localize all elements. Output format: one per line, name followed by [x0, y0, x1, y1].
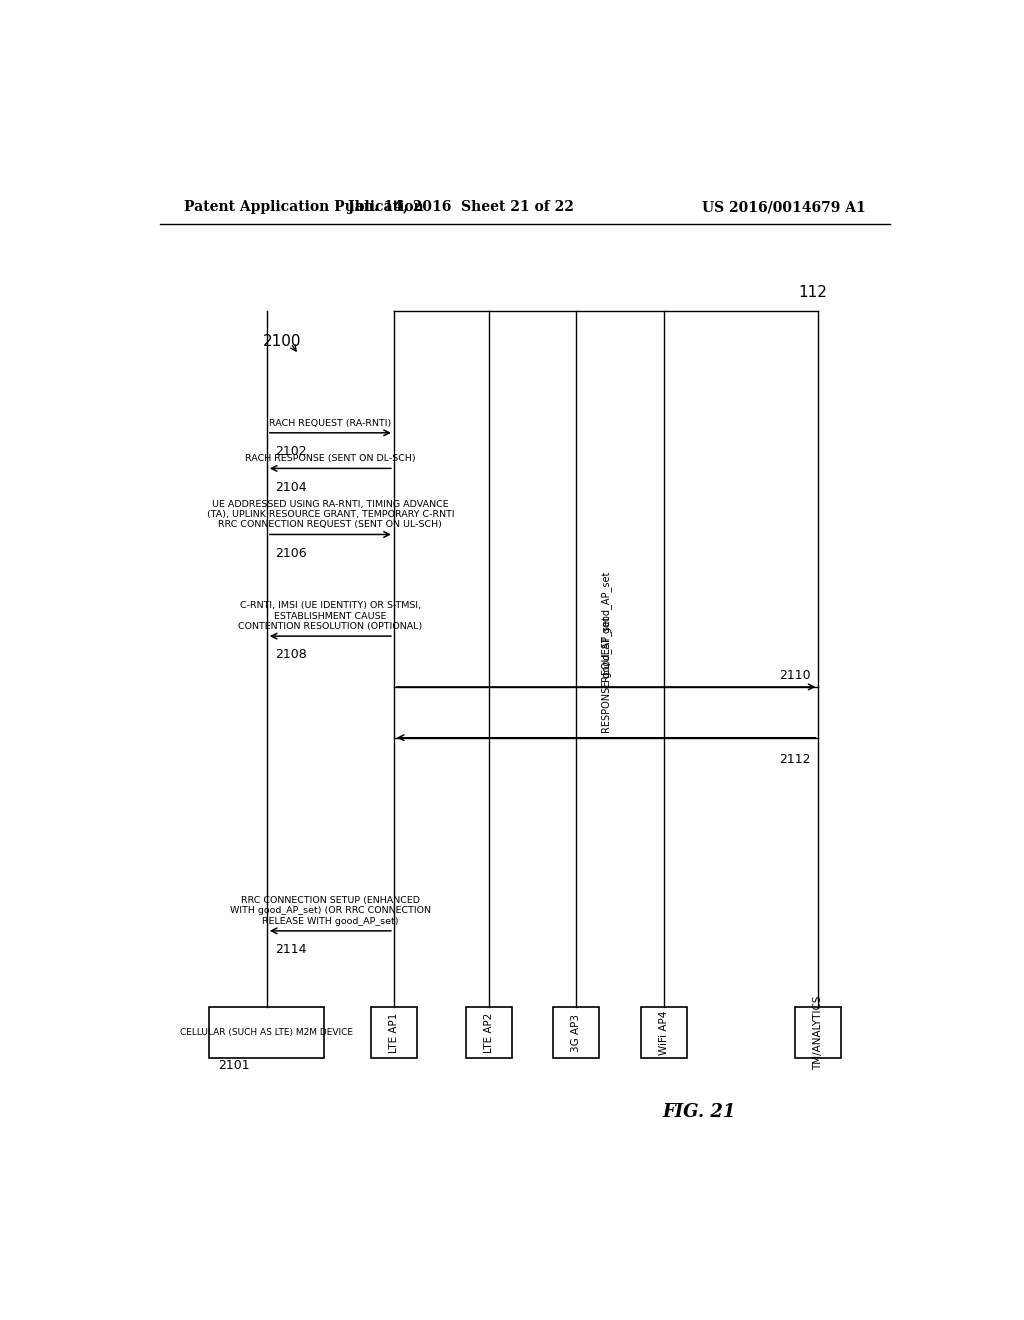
Bar: [796, 1007, 842, 1057]
Text: LTE AP1: LTE AP1: [389, 1012, 399, 1052]
Text: TM/ANALYTICS: TM/ANALYTICS: [813, 995, 823, 1069]
Bar: [466, 1007, 512, 1057]
Text: 2112: 2112: [779, 752, 811, 766]
Text: CELLULAR (SUCH AS LTE) M2M DEVICE: CELLULAR (SUCH AS LTE) M2M DEVICE: [180, 1028, 353, 1038]
Text: REQUEST good_AP_set: REQUEST good_AP_set: [601, 572, 611, 682]
Text: RACH RESPONSE (SENT ON DL-SCH): RACH RESPONSE (SENT ON DL-SCH): [245, 454, 416, 463]
Text: RRC CONNECTION SETUP (ENHANCED
WITH good_AP_set) (OR RRC CONNECTION
RELEASE WITH: RRC CONNECTION SETUP (ENHANCED WITH good…: [229, 896, 431, 925]
Text: 2104: 2104: [274, 480, 306, 494]
Text: US 2016/0014679 A1: US 2016/0014679 A1: [702, 201, 866, 214]
Text: 2108: 2108: [274, 648, 306, 661]
Text: 2100: 2100: [263, 334, 301, 348]
Bar: [371, 1007, 417, 1057]
Bar: [641, 1007, 687, 1057]
Text: FIG. 21: FIG. 21: [663, 1102, 736, 1121]
Text: RESPONSE good_AP_set: RESPONSE good_AP_set: [601, 616, 611, 733]
Text: UE ADDRESSED USING RA-RNTI, TIMING ADVANCE
(TA), UPLINK RESOURCE GRANT, TEMPORAR: UE ADDRESSED USING RA-RNTI, TIMING ADVAN…: [207, 499, 455, 529]
Text: 112: 112: [799, 285, 827, 300]
Text: 2114: 2114: [274, 942, 306, 956]
Bar: [553, 1007, 599, 1057]
Text: LTE AP2: LTE AP2: [484, 1012, 495, 1052]
Text: 3G AP3: 3G AP3: [571, 1014, 582, 1052]
Text: 2101: 2101: [218, 1059, 249, 1072]
Text: RACH REQUEST (RA-RNTI): RACH REQUEST (RA-RNTI): [269, 418, 391, 428]
Bar: [209, 1007, 325, 1057]
Text: C-RNTI, IMSI (UE IDENTITY) OR S-TMSI,
ESTABLISHMENT CAUSE
CONTENTION RESOLUTION : C-RNTI, IMSI (UE IDENTITY) OR S-TMSI, ES…: [239, 601, 423, 631]
Text: 2110: 2110: [779, 669, 811, 682]
Text: 2102: 2102: [274, 445, 306, 458]
Text: WiFi AP4: WiFi AP4: [658, 1010, 669, 1055]
Text: Jan. 14, 2016  Sheet 21 of 22: Jan. 14, 2016 Sheet 21 of 22: [348, 201, 574, 214]
Text: Patent Application Publication: Patent Application Publication: [183, 201, 423, 214]
Text: 2106: 2106: [274, 546, 306, 560]
